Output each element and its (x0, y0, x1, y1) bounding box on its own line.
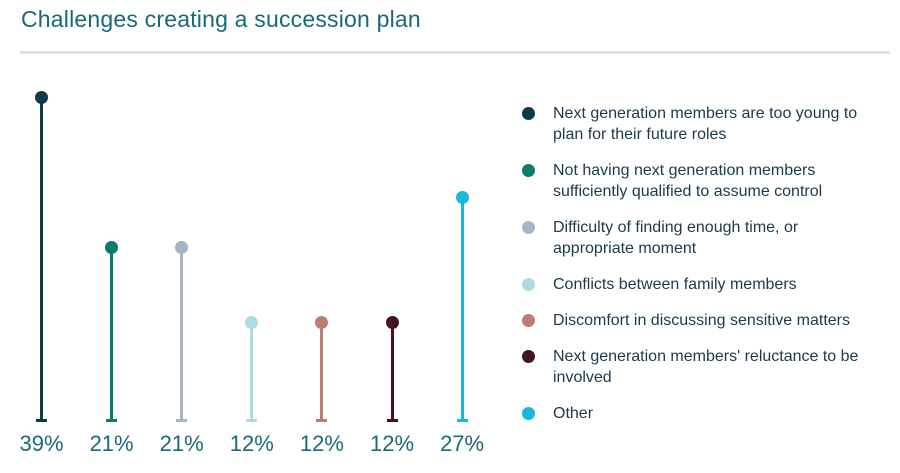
lollipop: 27% (440, 190, 485, 456)
legend-label: Discomfort in discussing sensitive matte… (553, 312, 850, 329)
lollipop: 21% (159, 240, 204, 456)
lollipop-marker (315, 315, 329, 329)
lollipop-marker (245, 315, 259, 329)
lollipop-marker (455, 190, 469, 204)
legend-item: Conflicts between family members (522, 274, 884, 295)
value-label: 21% (159, 431, 204, 456)
lollipop-base-tick (386, 419, 398, 422)
lollipop-stem (320, 322, 324, 422)
lollipop: 12% (369, 315, 415, 456)
lollipop-base-tick (106, 419, 118, 422)
lollipop-base-tick (36, 419, 47, 422)
legend-item: Next generation members' reluctance to b… (522, 346, 884, 388)
value-label: 12% (229, 431, 274, 456)
lollipop-base-tick (316, 419, 328, 422)
legend-dot (522, 221, 535, 234)
legend-label: Conflicts between family members (553, 276, 797, 293)
legend-item: Difficulty of finding enough time, or ap… (522, 217, 884, 259)
lollipop-base-tick (176, 419, 188, 422)
legend-dot (522, 278, 535, 291)
legend-label: Not having next generation members suffi… (553, 162, 823, 200)
lollipop-base-tick (456, 419, 468, 422)
lollipop-stem (390, 322, 394, 422)
lollipop-marker (35, 90, 48, 104)
title-divider (20, 51, 890, 54)
lollipop-marker (175, 240, 189, 254)
legend-dot (522, 407, 535, 420)
value-label: 27% (440, 431, 485, 456)
lollipop-stem (250, 322, 254, 422)
lollipop-base-tick (246, 419, 258, 422)
lollipop: 12% (299, 315, 344, 456)
lollipop: 21% (89, 240, 134, 456)
lollipop-stem (460, 197, 464, 422)
lollipop: 12% (229, 315, 274, 456)
legend-item: Discomfort in discussing sensitive matte… (522, 310, 884, 331)
legend-label: Next generation members are too young to… (553, 105, 858, 143)
lollipop-stem (40, 97, 43, 422)
legend-dot (522, 164, 535, 177)
legend-dot (522, 314, 535, 327)
legend-dot (522, 107, 535, 120)
legend-label: Other (553, 405, 594, 422)
chart-legend: Next generation members are too young to… (522, 103, 884, 424)
legend-item: Other (522, 403, 884, 424)
lollipop-marker (105, 240, 119, 254)
value-label: 39% (19, 431, 64, 456)
lollipop-marker (385, 315, 399, 329)
lollipop-chart: 39% 21% 21% 12% 12% 12% 27% (19, 90, 485, 456)
legend-label: Next generation members' reluctance to b… (553, 348, 859, 386)
legend-item: Next generation members are too young to… (522, 103, 884, 145)
page-title: Challenges creating a succession plan (21, 6, 421, 32)
value-label: 12% (369, 431, 415, 456)
lollipop: 39% (19, 90, 64, 456)
value-label: 21% (89, 431, 134, 456)
legend-item: Not having next generation members suffi… (522, 160, 884, 202)
lollipop-stem (110, 247, 114, 422)
value-label: 12% (299, 431, 344, 456)
lollipop-stem (180, 247, 184, 422)
legend-dot (522, 350, 535, 363)
legend-label: Difficulty of finding enough time, or ap… (553, 219, 799, 257)
